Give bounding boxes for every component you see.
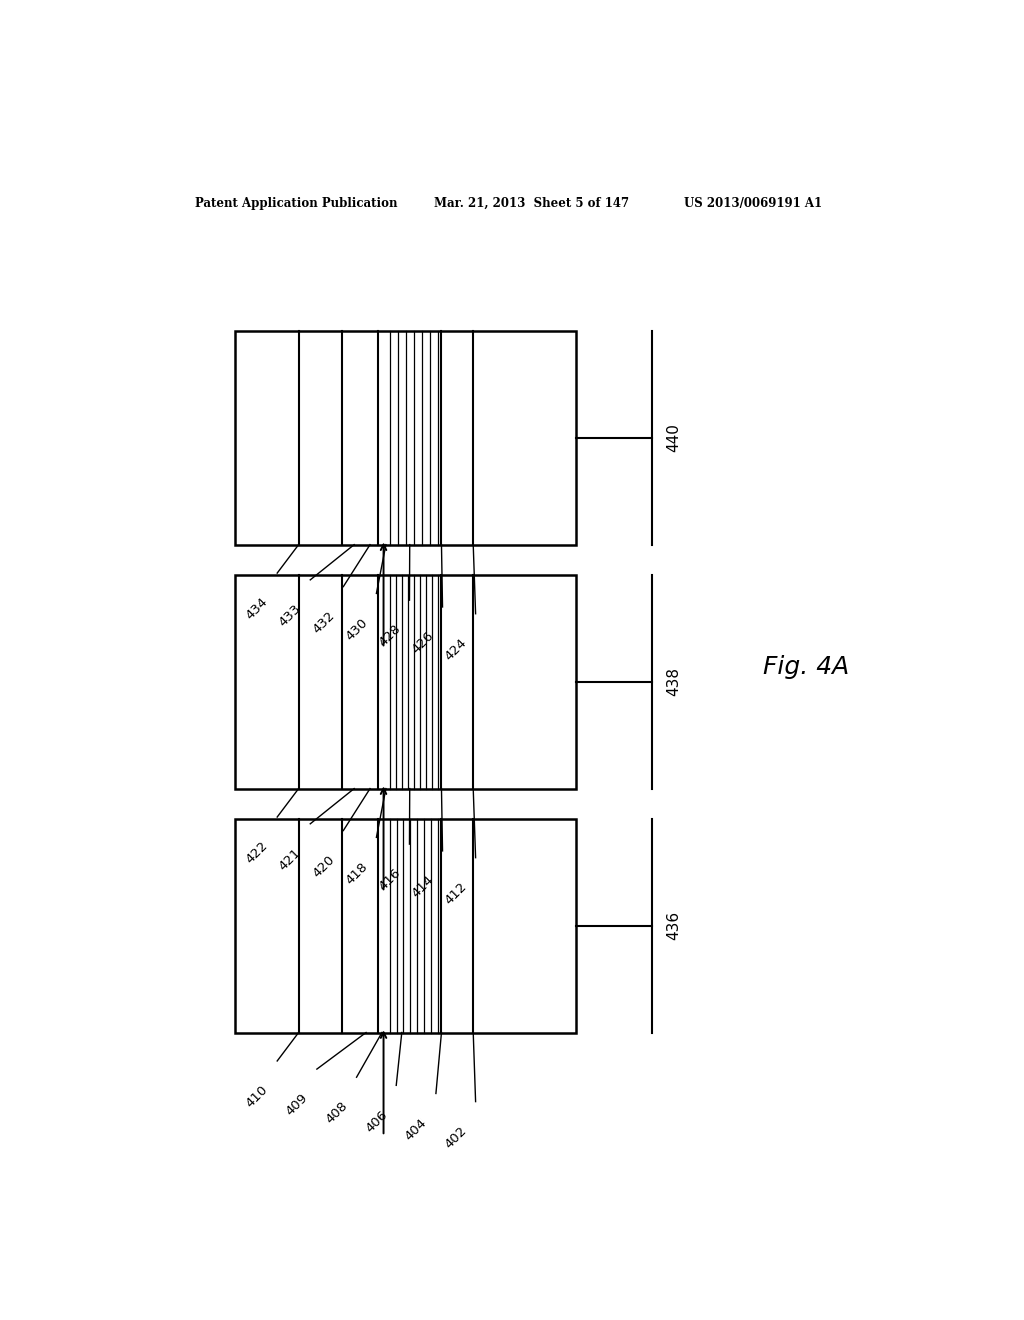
Text: 416: 416 (376, 866, 403, 894)
Text: 428: 428 (376, 623, 403, 649)
Text: 438: 438 (666, 668, 681, 697)
Text: 408: 408 (324, 1100, 350, 1126)
Text: 432: 432 (310, 609, 337, 636)
Text: 402: 402 (442, 1125, 469, 1151)
Text: 424: 424 (442, 636, 469, 663)
Text: 430: 430 (343, 615, 370, 643)
Text: 420: 420 (310, 853, 337, 880)
Text: 406: 406 (362, 1107, 390, 1135)
Bar (236, 818, 577, 1032)
Text: 426: 426 (410, 630, 436, 656)
Text: 436: 436 (666, 911, 681, 940)
Text: Patent Application Publication: Patent Application Publication (196, 197, 398, 210)
Text: 404: 404 (402, 1115, 430, 1143)
Text: 434: 434 (244, 595, 270, 623)
Text: 414: 414 (410, 874, 436, 900)
Bar (236, 331, 577, 545)
Bar (236, 576, 577, 788)
Text: 409: 409 (284, 1092, 310, 1118)
Text: 440: 440 (666, 424, 681, 453)
Text: 433: 433 (276, 602, 304, 630)
Text: 410: 410 (244, 1084, 270, 1110)
Text: 412: 412 (442, 880, 469, 907)
Text: 418: 418 (343, 859, 370, 887)
Text: 421: 421 (276, 846, 304, 874)
Text: US 2013/0069191 A1: US 2013/0069191 A1 (684, 197, 821, 210)
Text: Fig. 4A: Fig. 4A (763, 655, 849, 678)
Text: 422: 422 (244, 840, 270, 866)
Text: Mar. 21, 2013  Sheet 5 of 147: Mar. 21, 2013 Sheet 5 of 147 (433, 197, 629, 210)
